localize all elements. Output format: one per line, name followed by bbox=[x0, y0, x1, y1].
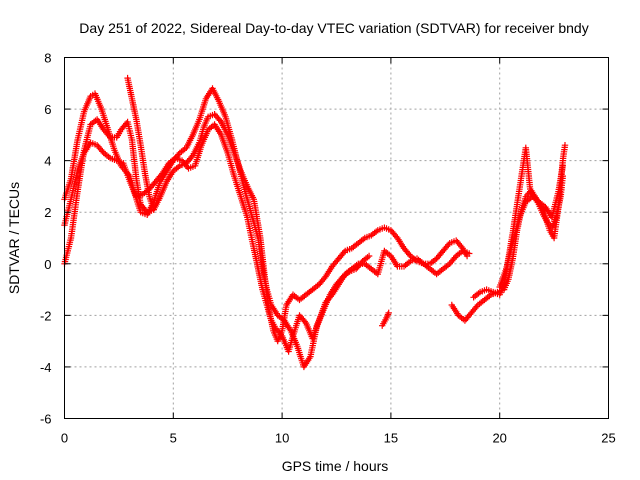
y-tick-label: -2 bbox=[40, 308, 52, 323]
data-markers bbox=[61, 74, 569, 371]
y-tick-label: 6 bbox=[44, 102, 51, 117]
y-tick-label: 4 bbox=[44, 154, 51, 169]
data-point bbox=[340, 249, 348, 256]
data-point bbox=[99, 148, 106, 155]
data-point bbox=[445, 241, 452, 248]
series-track-c bbox=[61, 85, 373, 371]
data-point bbox=[406, 251, 413, 258]
x-tick-label: 20 bbox=[492, 431, 506, 446]
y-axis-title: SDTVAR / TECUs bbox=[6, 182, 22, 294]
plot-frame bbox=[64, 57, 609, 419]
x-tick-label: 5 bbox=[170, 431, 177, 446]
y-tick-label: -6 bbox=[40, 412, 52, 427]
data-point bbox=[365, 252, 373, 260]
grid-lines bbox=[64, 57, 609, 419]
data-point bbox=[561, 142, 569, 149]
data-point bbox=[188, 153, 195, 161]
data-point bbox=[338, 275, 345, 282]
series-track-e bbox=[379, 309, 392, 329]
y-tick-label: -4 bbox=[40, 360, 52, 375]
y-tick-label: 8 bbox=[44, 51, 51, 66]
data-point bbox=[466, 250, 473, 257]
data-point bbox=[385, 309, 392, 316]
axis-ticks: 0 5 10 15 20 25 -6 -4 -2 0 2 4 6 8 bbox=[40, 51, 616, 446]
series-track-h bbox=[496, 162, 566, 291]
x-axis-title: GPS time / hours bbox=[282, 458, 389, 474]
data-point bbox=[458, 243, 465, 250]
data-point bbox=[150, 206, 157, 213]
x-tick-label: 15 bbox=[384, 431, 398, 446]
x-tick-label: 0 bbox=[61, 431, 68, 446]
y-tick-label: 0 bbox=[44, 257, 51, 272]
x-tick-label: 10 bbox=[275, 431, 289, 446]
chart-title: Day 251 of 2022, Sidereal Day-to-day VTE… bbox=[79, 20, 588, 36]
data-point bbox=[559, 162, 566, 169]
x-tick-label: 25 bbox=[601, 431, 615, 446]
series-track-d bbox=[124, 74, 157, 213]
series-track-b bbox=[61, 121, 473, 355]
y-tick-label: 2 bbox=[44, 205, 51, 220]
